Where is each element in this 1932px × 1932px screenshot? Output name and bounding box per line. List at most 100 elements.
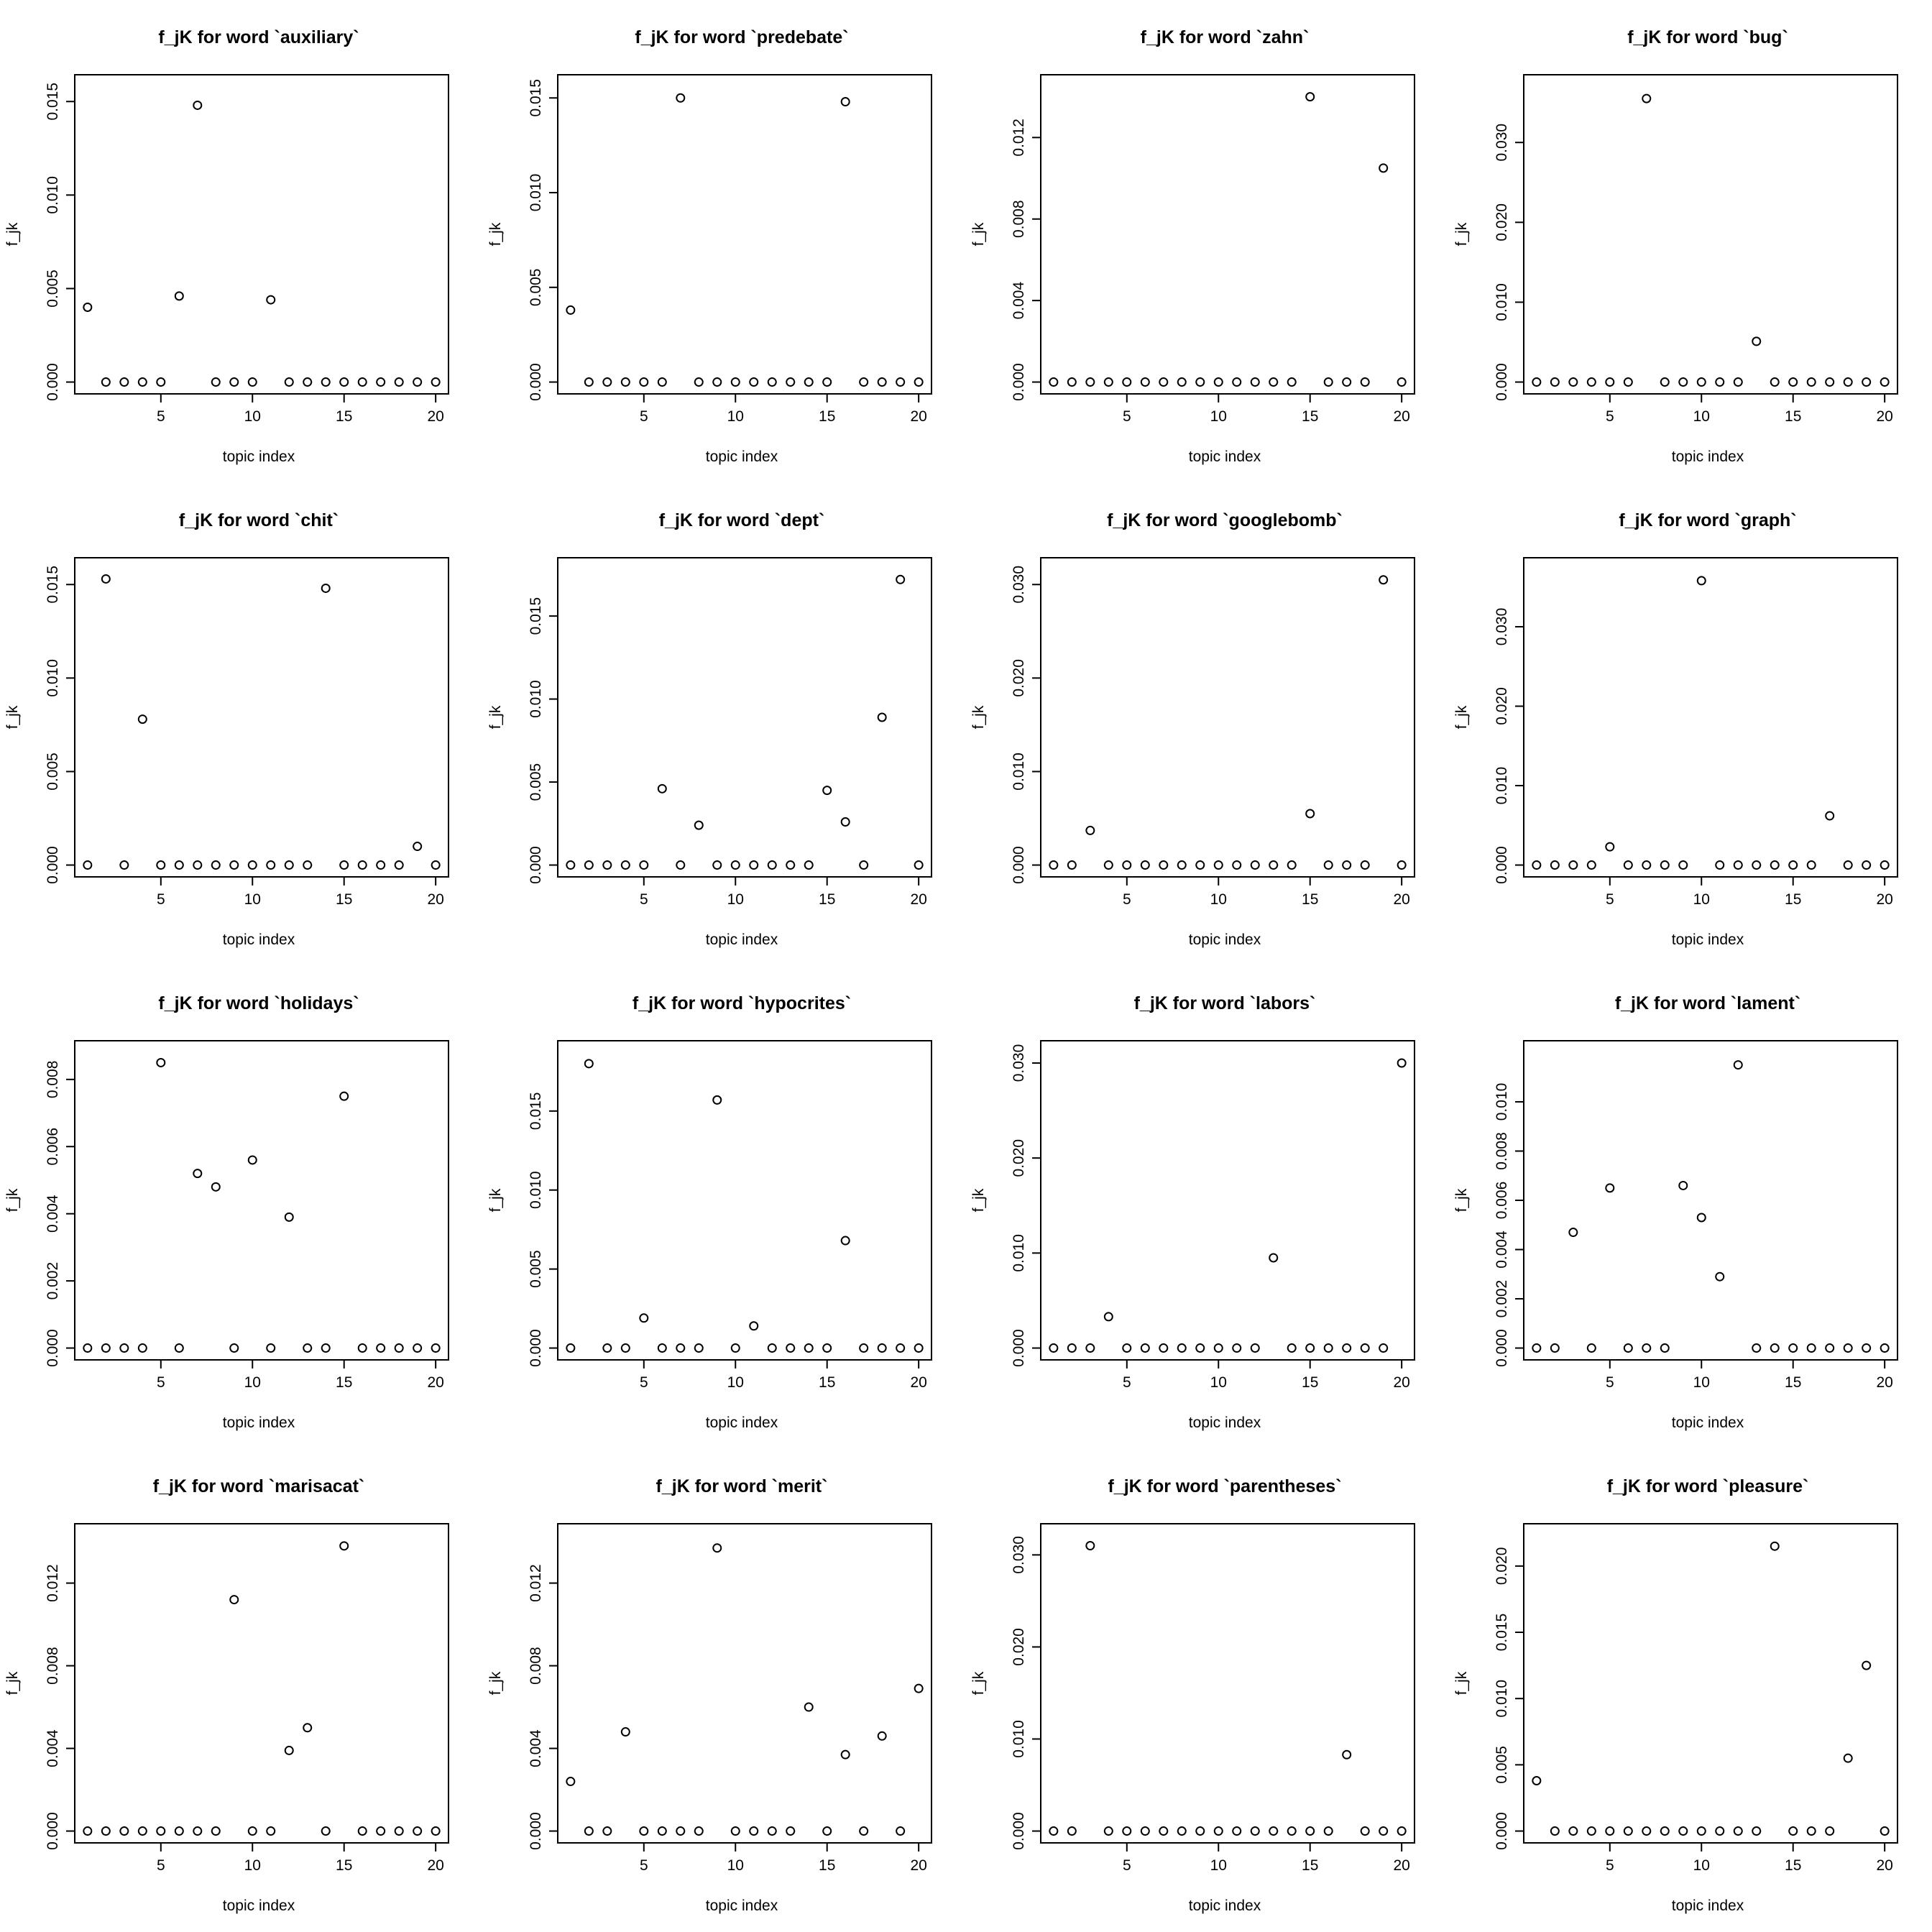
data-point	[877, 377, 887, 387]
data-point	[174, 291, 184, 301]
data-point	[413, 1826, 423, 1836]
x-axis-label: topic index	[222, 448, 295, 465]
data-point	[101, 377, 111, 387]
x-tick-label: 20	[427, 1857, 443, 1874]
data-point	[1232, 860, 1242, 870]
data-point	[620, 860, 630, 870]
x-tick-label: 20	[1393, 408, 1409, 425]
data-point	[1733, 1826, 1743, 1836]
data-point	[1085, 1343, 1095, 1353]
scatter-plot: 5 10 15 20 0.000 0.005 0.010 0.015	[528, 557, 932, 908]
x-axis-label: topic index	[1671, 1898, 1744, 1914]
scatter-panel: f_jK for word `holidays` topic index f_jk 5…	[0, 966, 483, 1449]
data-point	[1049, 1343, 1059, 1353]
y-tick-label: 0.010	[1494, 1083, 1510, 1121]
data-point	[1752, 336, 1762, 346]
data-point	[1568, 377, 1578, 387]
data-point	[1550, 1343, 1560, 1353]
plot-frame	[1523, 1523, 1898, 1844]
data-point	[1140, 860, 1150, 870]
x-tick-label: 20	[1876, 1857, 1892, 1874]
plot-frame	[557, 74, 932, 395]
data-point	[119, 377, 129, 387]
data-point	[119, 860, 129, 870]
data-point	[266, 860, 276, 870]
data-point	[1733, 860, 1743, 870]
data-point	[712, 860, 722, 870]
data-point	[1232, 377, 1242, 387]
x-tick-label: 10	[727, 1857, 744, 1874]
data-point	[676, 1826, 686, 1836]
y-tick-label: 0.010	[1011, 753, 1027, 791]
data-point	[804, 1343, 814, 1353]
data-point	[1678, 1180, 1688, 1190]
data-point	[137, 1343, 147, 1353]
y-tick-label: 0.006	[45, 1128, 61, 1166]
x-axis-label: topic index	[222, 932, 295, 948]
data-point	[1550, 860, 1560, 870]
y-tick-label: 0.015	[528, 79, 544, 117]
data-point	[1788, 1826, 1798, 1836]
y-tick-label: 0.000	[45, 1329, 61, 1367]
data-point	[83, 302, 93, 312]
data-point	[676, 1343, 686, 1353]
x-tick-label: 20	[1876, 1374, 1892, 1391]
data-point	[376, 1343, 386, 1353]
x-tick-label: 5	[640, 891, 648, 908]
scatter-panel: f_jK for word `graph` topic index f_jk 5 10 1…	[1449, 483, 1932, 966]
x-tick-label: 20	[910, 891, 926, 908]
y-tick-label: 0.020	[1494, 687, 1510, 725]
data-point	[602, 1826, 612, 1836]
y-tick-label: 0.000	[528, 846, 544, 884]
data-point	[1213, 1826, 1223, 1836]
x-tick-label: 10	[244, 408, 261, 425]
data-point	[1250, 860, 1260, 870]
chart-title: f_jK for word `holidays`	[158, 993, 359, 1013]
data-point	[1360, 1826, 1370, 1836]
chart-title: f_jK for word `hypocrites`	[632, 993, 852, 1013]
plot-frame	[557, 557, 932, 878]
data-point	[859, 860, 869, 870]
data-point	[730, 1826, 740, 1836]
data-point	[1379, 1343, 1389, 1353]
data-point	[602, 860, 612, 870]
data-point	[137, 1826, 147, 1836]
data-point	[896, 1826, 906, 1836]
x-axis-label: topic index	[1188, 932, 1261, 948]
scatter-plot: 5 10 15 20 0.000 0.010 0.020 0.030	[1011, 557, 1415, 908]
x-tick-label: 15	[1302, 1374, 1318, 1391]
y-tick-label: 0.000	[1494, 363, 1510, 401]
data-point	[1323, 1826, 1333, 1836]
data-point	[1159, 377, 1169, 387]
data-point	[1770, 860, 1780, 870]
x-tick-label: 20	[910, 1857, 926, 1874]
data-point	[1586, 377, 1596, 387]
data-point	[676, 860, 686, 870]
y-tick-label: 0.005	[528, 763, 544, 801]
data-point	[1880, 860, 1890, 870]
y-tick-label: 0.008	[45, 1061, 61, 1099]
data-point	[1623, 1826, 1633, 1836]
data-point	[749, 860, 759, 870]
data-point	[1323, 377, 1333, 387]
plot-frame	[1040, 1040, 1415, 1361]
data-point	[767, 1826, 777, 1836]
data-point	[639, 1313, 649, 1323]
y-tick-label: 0.010	[528, 174, 544, 212]
x-tick-label: 10	[1210, 1374, 1227, 1391]
y-tick-label: 0.015	[45, 83, 61, 121]
scatter-plot: 5 10 15 20 0.000 0.005 0.010 0.015	[45, 74, 449, 425]
plot-frame	[74, 557, 449, 878]
data-point	[914, 1343, 924, 1353]
data-point	[229, 1595, 239, 1605]
data-point	[339, 377, 349, 387]
chart-title: f_jK for word `labors`	[1133, 993, 1316, 1013]
data-point	[1642, 1826, 1652, 1836]
data-point	[1715, 860, 1725, 870]
data-point	[1195, 1826, 1205, 1836]
data-point	[1323, 860, 1333, 870]
data-point	[1379, 1826, 1389, 1836]
y-tick-label: 0.015	[528, 597, 544, 635]
data-point	[1806, 1343, 1816, 1353]
plot-frame	[1523, 557, 1898, 878]
